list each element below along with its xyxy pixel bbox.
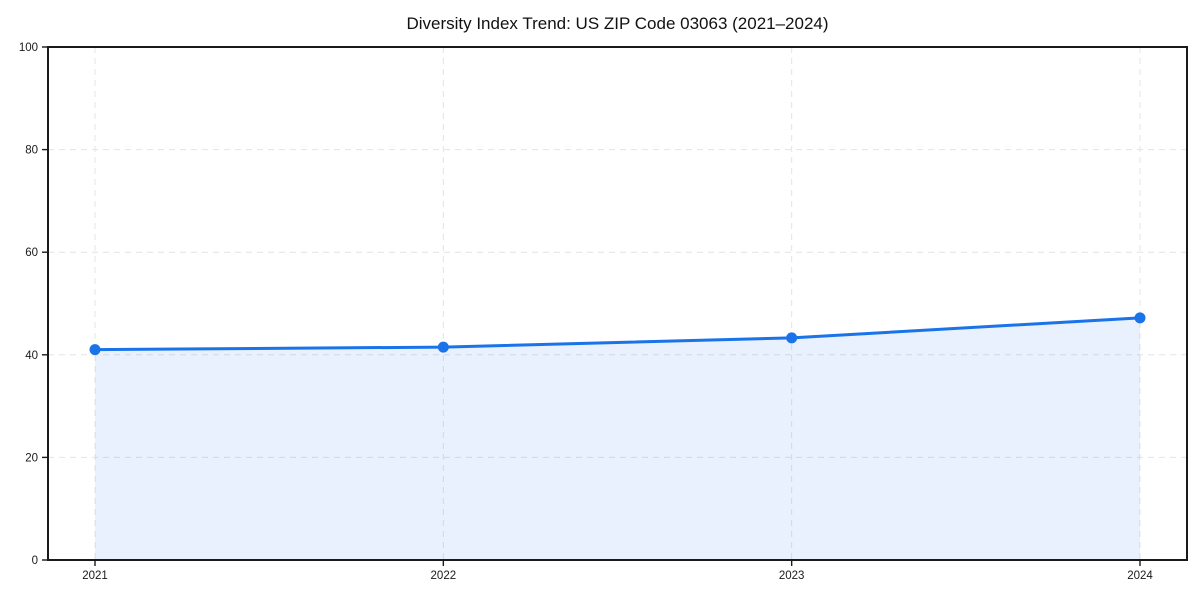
chart-title: Diversity Index Trend: US ZIP Code 03063… <box>406 14 829 33</box>
y-tick-label: 60 <box>25 247 38 259</box>
x-tick-label: 2024 <box>1127 570 1153 582</box>
x-tick-label: 2022 <box>431 570 457 582</box>
x-tick-label: 2023 <box>779 570 805 582</box>
data-point-marker <box>89 344 101 356</box>
plot-border <box>47 46 1188 561</box>
y-tick-label: 80 <box>25 145 38 157</box>
data-point-marker <box>786 332 798 344</box>
y-tick-label: 100 <box>19 42 38 54</box>
y-tick-label: 40 <box>25 350 38 362</box>
data-point-marker <box>437 341 449 353</box>
data-point-marker <box>1134 312 1146 324</box>
y-tick-label: 0 <box>32 555 38 567</box>
y-tick-label: 20 <box>25 452 38 464</box>
series-line <box>93 316 1142 352</box>
series-area-fill <box>95 317 1140 560</box>
x-tick-label: 2021 <box>82 570 108 582</box>
